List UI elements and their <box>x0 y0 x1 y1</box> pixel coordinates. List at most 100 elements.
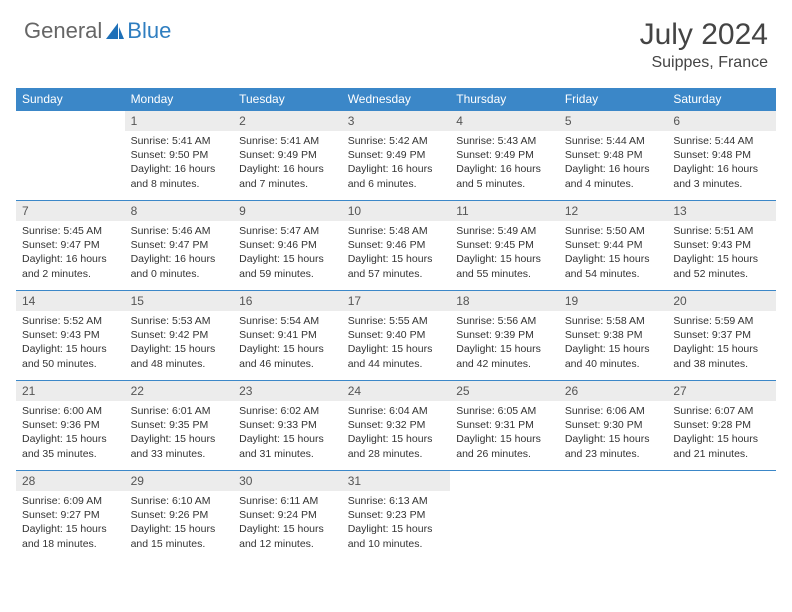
weekday-header: Sunday <box>16 88 125 111</box>
day-number: 26 <box>559 381 668 401</box>
calendar-body: 1Sunrise: 5:41 AMSunset: 9:50 PMDaylight… <box>16 111 776 561</box>
weekday-header: Monday <box>125 88 234 111</box>
calendar-head: SundayMondayTuesdayWednesdayThursdayFrid… <box>16 88 776 111</box>
day-details: Sunrise: 6:13 AMSunset: 9:23 PMDaylight:… <box>342 491 451 557</box>
day-details: Sunrise: 6:11 AMSunset: 9:24 PMDaylight:… <box>233 491 342 557</box>
day-details: Sunrise: 5:58 AMSunset: 9:38 PMDaylight:… <box>559 311 668 377</box>
day-number: 23 <box>233 381 342 401</box>
calendar-day-cell <box>667 471 776 561</box>
calendar-day-cell <box>559 471 668 561</box>
weekday-header: Friday <box>559 88 668 111</box>
day-details: Sunrise: 6:05 AMSunset: 9:31 PMDaylight:… <box>450 401 559 467</box>
day-details: Sunrise: 5:59 AMSunset: 9:37 PMDaylight:… <box>667 311 776 377</box>
brand-logo: General Blue <box>24 18 171 44</box>
calendar-day-cell: 29Sunrise: 6:10 AMSunset: 9:26 PMDayligh… <box>125 471 234 561</box>
calendar-day-cell: 11Sunrise: 5:49 AMSunset: 9:45 PMDayligh… <box>450 201 559 291</box>
calendar-day-cell: 13Sunrise: 5:51 AMSunset: 9:43 PMDayligh… <box>667 201 776 291</box>
calendar-day-cell <box>16 111 125 201</box>
day-number: 19 <box>559 291 668 311</box>
day-number: 22 <box>125 381 234 401</box>
day-details: Sunrise: 5:41 AMSunset: 9:50 PMDaylight:… <box>125 131 234 197</box>
calendar-day-cell: 24Sunrise: 6:04 AMSunset: 9:32 PMDayligh… <box>342 381 451 471</box>
day-details: Sunrise: 5:44 AMSunset: 9:48 PMDaylight:… <box>559 131 668 197</box>
page-header: General Blue July 2024 Suippes, France <box>0 0 792 82</box>
calendar-day-cell: 17Sunrise: 5:55 AMSunset: 9:40 PMDayligh… <box>342 291 451 381</box>
calendar-day-cell: 5Sunrise: 5:44 AMSunset: 9:48 PMDaylight… <box>559 111 668 201</box>
day-number: 30 <box>233 471 342 491</box>
calendar-day-cell: 4Sunrise: 5:43 AMSunset: 9:49 PMDaylight… <box>450 111 559 201</box>
day-number: 25 <box>450 381 559 401</box>
day-number: 8 <box>125 201 234 221</box>
calendar-week-row: 21Sunrise: 6:00 AMSunset: 9:36 PMDayligh… <box>16 381 776 471</box>
calendar-week-row: 28Sunrise: 6:09 AMSunset: 9:27 PMDayligh… <box>16 471 776 561</box>
day-number: 16 <box>233 291 342 311</box>
day-details: Sunrise: 5:55 AMSunset: 9:40 PMDaylight:… <box>342 311 451 377</box>
day-number: 13 <box>667 201 776 221</box>
day-number: 7 <box>16 201 125 221</box>
calendar-day-cell: 28Sunrise: 6:09 AMSunset: 9:27 PMDayligh… <box>16 471 125 561</box>
calendar-day-cell: 1Sunrise: 5:41 AMSunset: 9:50 PMDaylight… <box>125 111 234 201</box>
day-number: 20 <box>667 291 776 311</box>
weekday-header: Saturday <box>667 88 776 111</box>
day-details: Sunrise: 5:48 AMSunset: 9:46 PMDaylight:… <box>342 221 451 287</box>
day-details: Sunrise: 5:53 AMSunset: 9:42 PMDaylight:… <box>125 311 234 377</box>
day-number: 15 <box>125 291 234 311</box>
day-details: Sunrise: 6:09 AMSunset: 9:27 PMDaylight:… <box>16 491 125 557</box>
day-details: Sunrise: 5:43 AMSunset: 9:49 PMDaylight:… <box>450 131 559 197</box>
location-label: Suippes, France <box>640 54 768 72</box>
day-details: Sunrise: 6:02 AMSunset: 9:33 PMDaylight:… <box>233 401 342 467</box>
day-details: Sunrise: 5:41 AMSunset: 9:49 PMDaylight:… <box>233 131 342 197</box>
day-number: 28 <box>16 471 125 491</box>
day-details: Sunrise: 5:44 AMSunset: 9:48 PMDaylight:… <box>667 131 776 197</box>
calendar-day-cell: 6Sunrise: 5:44 AMSunset: 9:48 PMDaylight… <box>667 111 776 201</box>
day-details: Sunrise: 5:42 AMSunset: 9:49 PMDaylight:… <box>342 131 451 197</box>
brand-sail-icon <box>104 21 126 41</box>
calendar-day-cell: 14Sunrise: 5:52 AMSunset: 9:43 PMDayligh… <box>16 291 125 381</box>
calendar-day-cell: 18Sunrise: 5:56 AMSunset: 9:39 PMDayligh… <box>450 291 559 381</box>
calendar-day-cell: 15Sunrise: 5:53 AMSunset: 9:42 PMDayligh… <box>125 291 234 381</box>
calendar-table: SundayMondayTuesdayWednesdayThursdayFrid… <box>16 88 776 561</box>
calendar-week-row: 1Sunrise: 5:41 AMSunset: 9:50 PMDaylight… <box>16 111 776 201</box>
day-number: 29 <box>125 471 234 491</box>
day-number: 17 <box>342 291 451 311</box>
day-details: Sunrise: 5:52 AMSunset: 9:43 PMDaylight:… <box>16 311 125 377</box>
day-details: Sunrise: 6:01 AMSunset: 9:35 PMDaylight:… <box>125 401 234 467</box>
calendar-day-cell: 10Sunrise: 5:48 AMSunset: 9:46 PMDayligh… <box>342 201 451 291</box>
calendar-week-row: 7Sunrise: 5:45 AMSunset: 9:47 PMDaylight… <box>16 201 776 291</box>
calendar-day-cell: 19Sunrise: 5:58 AMSunset: 9:38 PMDayligh… <box>559 291 668 381</box>
weekday-header: Thursday <box>450 88 559 111</box>
title-block: July 2024 Suippes, France <box>640 18 768 72</box>
day-details: Sunrise: 5:51 AMSunset: 9:43 PMDaylight:… <box>667 221 776 287</box>
calendar-day-cell: 2Sunrise: 5:41 AMSunset: 9:49 PMDaylight… <box>233 111 342 201</box>
day-details: Sunrise: 6:04 AMSunset: 9:32 PMDaylight:… <box>342 401 451 467</box>
day-number: 14 <box>16 291 125 311</box>
calendar-day-cell: 12Sunrise: 5:50 AMSunset: 9:44 PMDayligh… <box>559 201 668 291</box>
day-number: 5 <box>559 111 668 131</box>
day-details: Sunrise: 5:46 AMSunset: 9:47 PMDaylight:… <box>125 221 234 287</box>
day-number: 6 <box>667 111 776 131</box>
month-title: July 2024 <box>640 18 768 52</box>
calendar-day-cell: 25Sunrise: 6:05 AMSunset: 9:31 PMDayligh… <box>450 381 559 471</box>
weekday-header: Wednesday <box>342 88 451 111</box>
day-details: Sunrise: 6:07 AMSunset: 9:28 PMDaylight:… <box>667 401 776 467</box>
day-details: Sunrise: 5:50 AMSunset: 9:44 PMDaylight:… <box>559 221 668 287</box>
day-number: 1 <box>125 111 234 131</box>
weekday-header: Tuesday <box>233 88 342 111</box>
day-details: Sunrise: 5:54 AMSunset: 9:41 PMDaylight:… <box>233 311 342 377</box>
calendar-day-cell: 9Sunrise: 5:47 AMSunset: 9:46 PMDaylight… <box>233 201 342 291</box>
day-details: Sunrise: 5:49 AMSunset: 9:45 PMDaylight:… <box>450 221 559 287</box>
calendar-day-cell: 7Sunrise: 5:45 AMSunset: 9:47 PMDaylight… <box>16 201 125 291</box>
calendar-day-cell: 27Sunrise: 6:07 AMSunset: 9:28 PMDayligh… <box>667 381 776 471</box>
calendar-day-cell: 26Sunrise: 6:06 AMSunset: 9:30 PMDayligh… <box>559 381 668 471</box>
day-number: 2 <box>233 111 342 131</box>
calendar-day-cell: 16Sunrise: 5:54 AMSunset: 9:41 PMDayligh… <box>233 291 342 381</box>
brand-part1: General <box>24 18 102 44</box>
day-number: 11 <box>450 201 559 221</box>
day-number: 12 <box>559 201 668 221</box>
day-number: 3 <box>342 111 451 131</box>
calendar-day-cell: 21Sunrise: 6:00 AMSunset: 9:36 PMDayligh… <box>16 381 125 471</box>
day-details: Sunrise: 5:45 AMSunset: 9:47 PMDaylight:… <box>16 221 125 287</box>
calendar-day-cell: 3Sunrise: 5:42 AMSunset: 9:49 PMDaylight… <box>342 111 451 201</box>
day-number: 24 <box>342 381 451 401</box>
calendar-day-cell: 30Sunrise: 6:11 AMSunset: 9:24 PMDayligh… <box>233 471 342 561</box>
